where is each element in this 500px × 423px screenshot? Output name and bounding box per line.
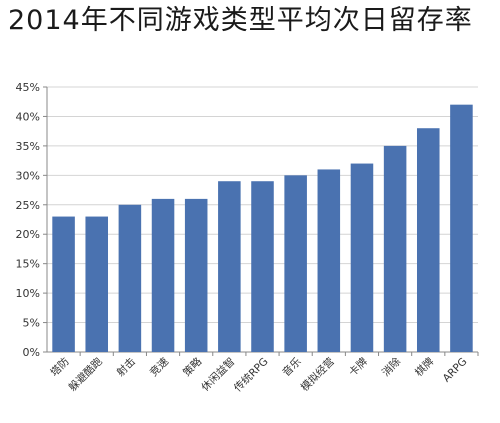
x-tick-label: 休闲益智 xyxy=(199,355,238,394)
bar xyxy=(284,175,307,352)
x-tick-label: 塔防 xyxy=(48,355,72,379)
y-tick-label: 30% xyxy=(16,169,40,182)
bar xyxy=(317,169,341,352)
bar xyxy=(251,181,274,352)
y-tick-label: 5% xyxy=(23,317,40,330)
y-tick-label: 15% xyxy=(16,258,40,271)
bar xyxy=(151,198,175,352)
x-tick-label: 卡牌 xyxy=(346,355,370,379)
bar xyxy=(383,145,407,352)
x-tick-label: 躲避酷跑 xyxy=(66,355,105,394)
bar xyxy=(184,198,208,352)
bar xyxy=(118,204,142,352)
bar xyxy=(450,104,473,352)
y-tick-label: 0% xyxy=(23,346,40,359)
chart-area: 0% 5% 10% 15% 20% 25% 30% 35% 40% 45% 塔防 躲避酷跑 射击 竞速 策略… xyxy=(0,62,500,419)
chart-title: 2014年不同游戏类型平均次日留存率 xyxy=(8,5,473,36)
bar xyxy=(52,216,75,352)
y-tick-label: 35% xyxy=(16,140,40,153)
bar xyxy=(350,163,374,352)
y-tick-label: 45% xyxy=(16,81,40,94)
x-tick-label: 传统RPG xyxy=(231,355,270,394)
bar xyxy=(218,181,241,352)
x-tick-label: 音乐 xyxy=(280,355,304,379)
y-tick-label: 20% xyxy=(16,228,40,241)
x-tick-label: 模拟经营 xyxy=(298,355,337,394)
x-tick-label: ARPG xyxy=(441,356,470,385)
x-tick-label: 射击 xyxy=(114,355,138,379)
x-tick-label: 消除 xyxy=(379,355,403,379)
bar xyxy=(416,128,440,352)
y-tick-label: 10% xyxy=(16,287,40,300)
x-tick-label: 竞速 xyxy=(147,355,171,379)
y-tick-label: 25% xyxy=(16,199,40,212)
bar xyxy=(85,216,109,352)
y-tick-label: 40% xyxy=(16,110,40,123)
x-tick-label: 策略 xyxy=(180,355,204,379)
x-tick-label: 棋牌 xyxy=(412,355,436,379)
